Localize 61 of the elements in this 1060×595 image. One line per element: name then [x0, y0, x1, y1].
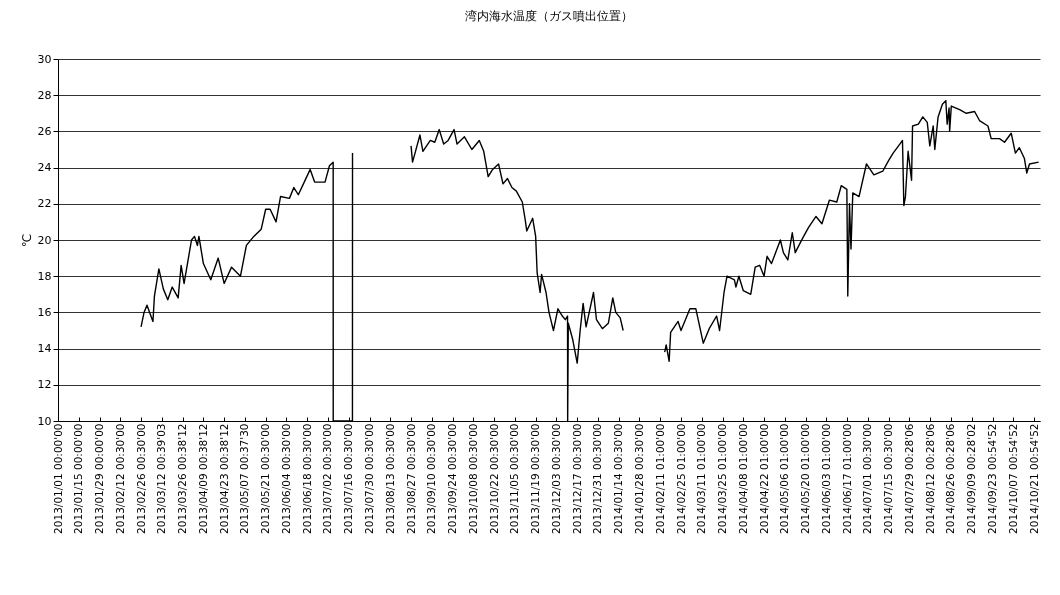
x-tick-label: 2014/07/15 00:30'00 [882, 423, 895, 534]
x-tick-label: 2014/09/09 00:28'02 [965, 423, 978, 534]
x-tick-label: 2013/07/30 00:30'00 [363, 423, 376, 534]
x-tick-label: 2013/11/19 00:30'00 [529, 423, 542, 534]
x-tick-label: 2014/04/08 01:00'00 [736, 423, 749, 534]
y-tick-label: 12 [37, 378, 52, 392]
y-tick-label: 10 [37, 414, 52, 428]
x-tick-label: 2014/01/14 00:30'00 [612, 423, 625, 534]
x-tick-label: 2014/03/11 01:00'00 [695, 423, 708, 534]
y-tick-label: 24 [37, 161, 52, 175]
x-tick-label: 2014/06/03 01:00'00 [819, 423, 832, 534]
y-axis-title: ℃ [19, 233, 34, 248]
x-tick-label: 2013/02/12 00:30'00 [113, 423, 126, 534]
chart-title: 湾内海水温度（ガス噴出位置） [465, 9, 633, 23]
x-tick-label: 2014/05/20 01:00'00 [799, 423, 812, 534]
x-tick-label: 2013/08/27 00:30'00 [404, 423, 417, 534]
y-tick-label: 18 [37, 269, 52, 283]
x-tick-label: 2014/02/11 01:00'00 [653, 423, 666, 534]
x-tick-label: 2014/04/22 01:00'00 [757, 423, 770, 534]
y-tick-label: 20 [37, 233, 52, 247]
x-tick-label: 2013/01/01 00:00'00 [51, 423, 64, 534]
x-tick-label: 2013/05/07 00:37'30 [238, 423, 251, 534]
x-tick-label: 2014/06/17 01:00'00 [840, 423, 853, 534]
x-tick-label: 2013/12/17 00:30'00 [570, 423, 583, 534]
x-tick-label: 2013/02/26 00:30'00 [134, 423, 147, 534]
x-tick-label: 2013/06/18 00:30'00 [300, 423, 313, 534]
x-tick-label: 2013/12/31 00:30'00 [591, 423, 604, 534]
x-tick-label: 2014/10/21 00:54'52 [1027, 423, 1040, 534]
x-tick-label: 2013/09/10 00:30'00 [425, 423, 438, 534]
x-tick-label: 2014/02/25 01:00'00 [674, 423, 687, 534]
x-tick-label: 2013/12/03 00:30'00 [549, 423, 562, 534]
x-tick-label: 2013/10/22 00:30'00 [487, 423, 500, 534]
x-tick-label: 2014/08/26 00:28'06 [944, 423, 957, 534]
x-tick-label: 2013/01/29 00:00'00 [93, 423, 106, 534]
y-tick-label: 30 [37, 52, 52, 66]
x-tick-label: 2013/10/08 00:30'00 [466, 423, 479, 534]
x-tick-label: 2013/05/21 00:30'00 [259, 423, 272, 534]
x-tick-label: 2014/01/28 00:30'00 [632, 423, 645, 534]
y-tick-label: 22 [37, 197, 52, 211]
x-tick-label: 2013/03/26 00:38'12 [176, 423, 189, 534]
x-tick-label: 2013/04/23 00:38'12 [217, 423, 230, 534]
x-tick-label: 2013/04/09 00:38'12 [196, 423, 209, 534]
y-tick-label: 14 [37, 342, 52, 356]
x-tick-label: 2013/01/15 00:00'00 [72, 423, 85, 534]
x-tick-label: 2013/07/02 00:30'00 [321, 423, 334, 534]
x-tick-label: 2014/10/07 00:54'52 [1006, 423, 1019, 534]
y-tick-label: 16 [37, 305, 52, 319]
x-tick-label: 2013/03/12 00:39'03 [155, 423, 168, 534]
x-tick-label: 2014/07/29 00:28'06 [902, 423, 915, 534]
x-tick-label: 2014/08/12 00:28'06 [923, 423, 936, 534]
x-tick-label: 2014/05/06 01:00'00 [778, 423, 791, 534]
x-tick-label: 2013/09/24 00:30'00 [446, 423, 459, 534]
y-tick-label: 28 [37, 88, 52, 102]
y-tick-label: 26 [37, 124, 52, 138]
x-tick-label: 2014/07/01 00:30'00 [861, 423, 874, 534]
x-tick-label: 2014/09/23 00:54'52 [986, 423, 999, 534]
x-tick-label: 2013/08/13 00:30'00 [383, 423, 396, 534]
x-tick-label: 2013/11/05 00:30'00 [508, 423, 521, 534]
x-tick-label: 2014/03/25 01:00'00 [716, 423, 729, 534]
x-tick-label: 2013/07/16 00:30'00 [342, 423, 355, 534]
x-tick-label: 2013/06/04 00:30'00 [279, 423, 292, 534]
